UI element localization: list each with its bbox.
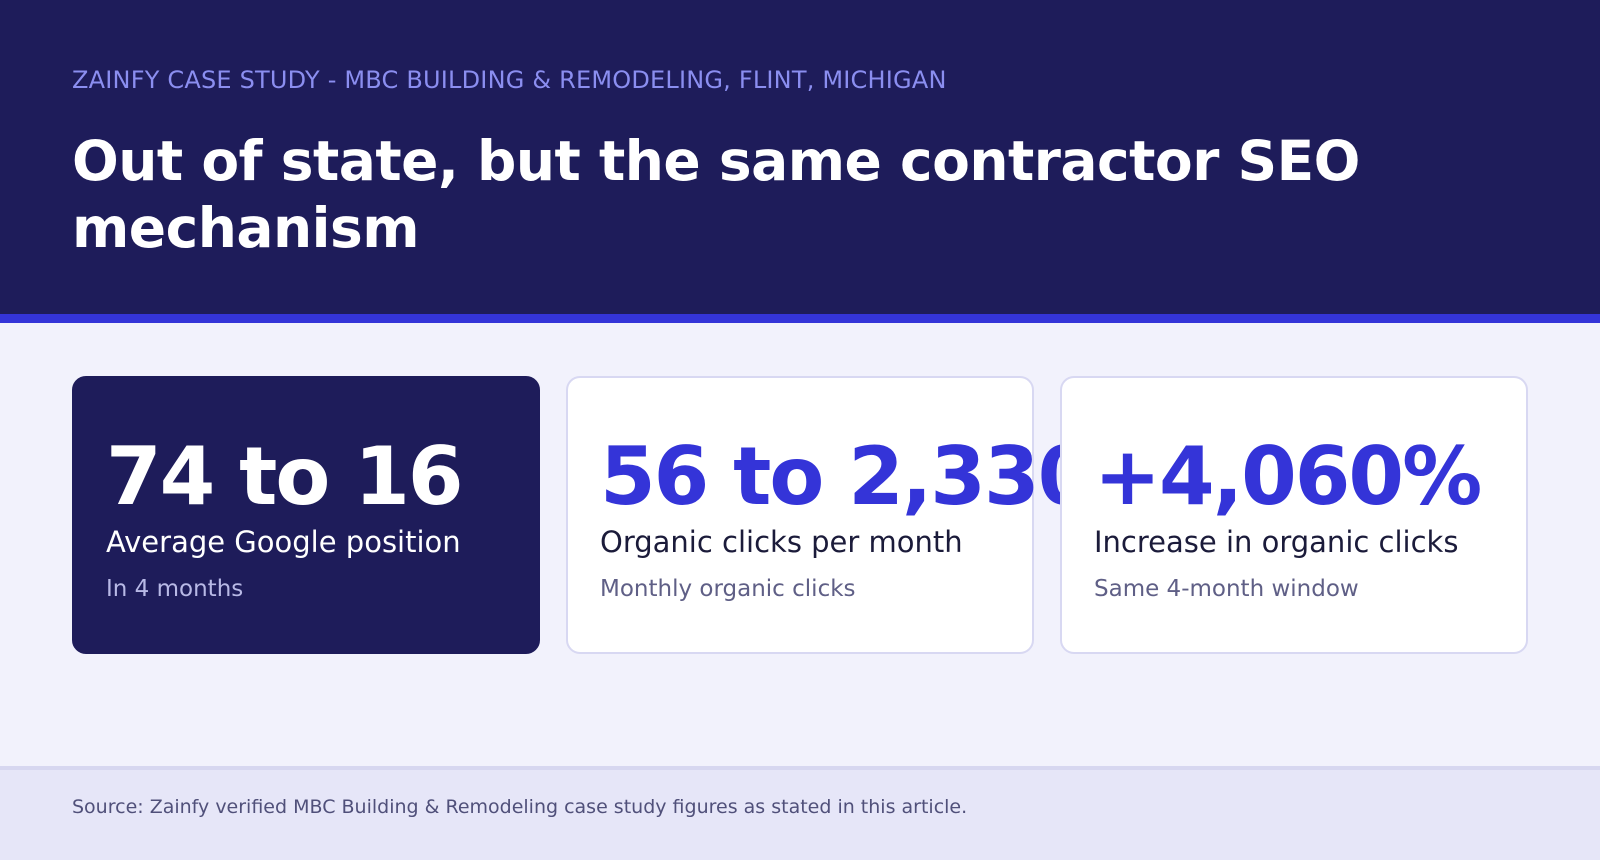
source-note: Source: Zainfy verified MBC Building & R… [72,796,968,818]
stat-label: Increase in organic clicks [1094,525,1459,559]
header-accent-bar [0,314,1600,323]
hero-header: ZAINFY CASE STUDY - MBC BUILDING & REMOD… [0,0,1600,314]
stats-cards: 74 to 16 Average Google position In 4 mo… [72,376,1528,654]
page-title: Out of state, but the same contractor SE… [72,129,1360,260]
source-footer: Source: Zainfy verified MBC Building & R… [0,766,1600,860]
case-study-eyebrow: ZAINFY CASE STUDY - MBC BUILDING & REMOD… [72,66,947,94]
stat-card-increase: +4,060% Increase in organic clicks Same … [1060,376,1528,654]
stat-label: Average Google position [106,525,461,559]
stat-value: 56 to 2,330 [600,430,1093,523]
stat-subtext: Monthly organic clicks [600,576,856,602]
stat-subtext: Same 4-month window [1094,576,1359,602]
stat-label: Organic clicks per month [600,525,963,559]
stat-value: 74 to 16 [106,430,464,523]
stat-value: +4,060% [1094,430,1482,523]
stat-subtext: In 4 months [106,576,244,602]
stat-card-clicks: 56 to 2,330 Organic clicks per month Mon… [566,376,1093,654]
stat-card-position: 74 to 16 Average Google position In 4 mo… [72,376,540,654]
